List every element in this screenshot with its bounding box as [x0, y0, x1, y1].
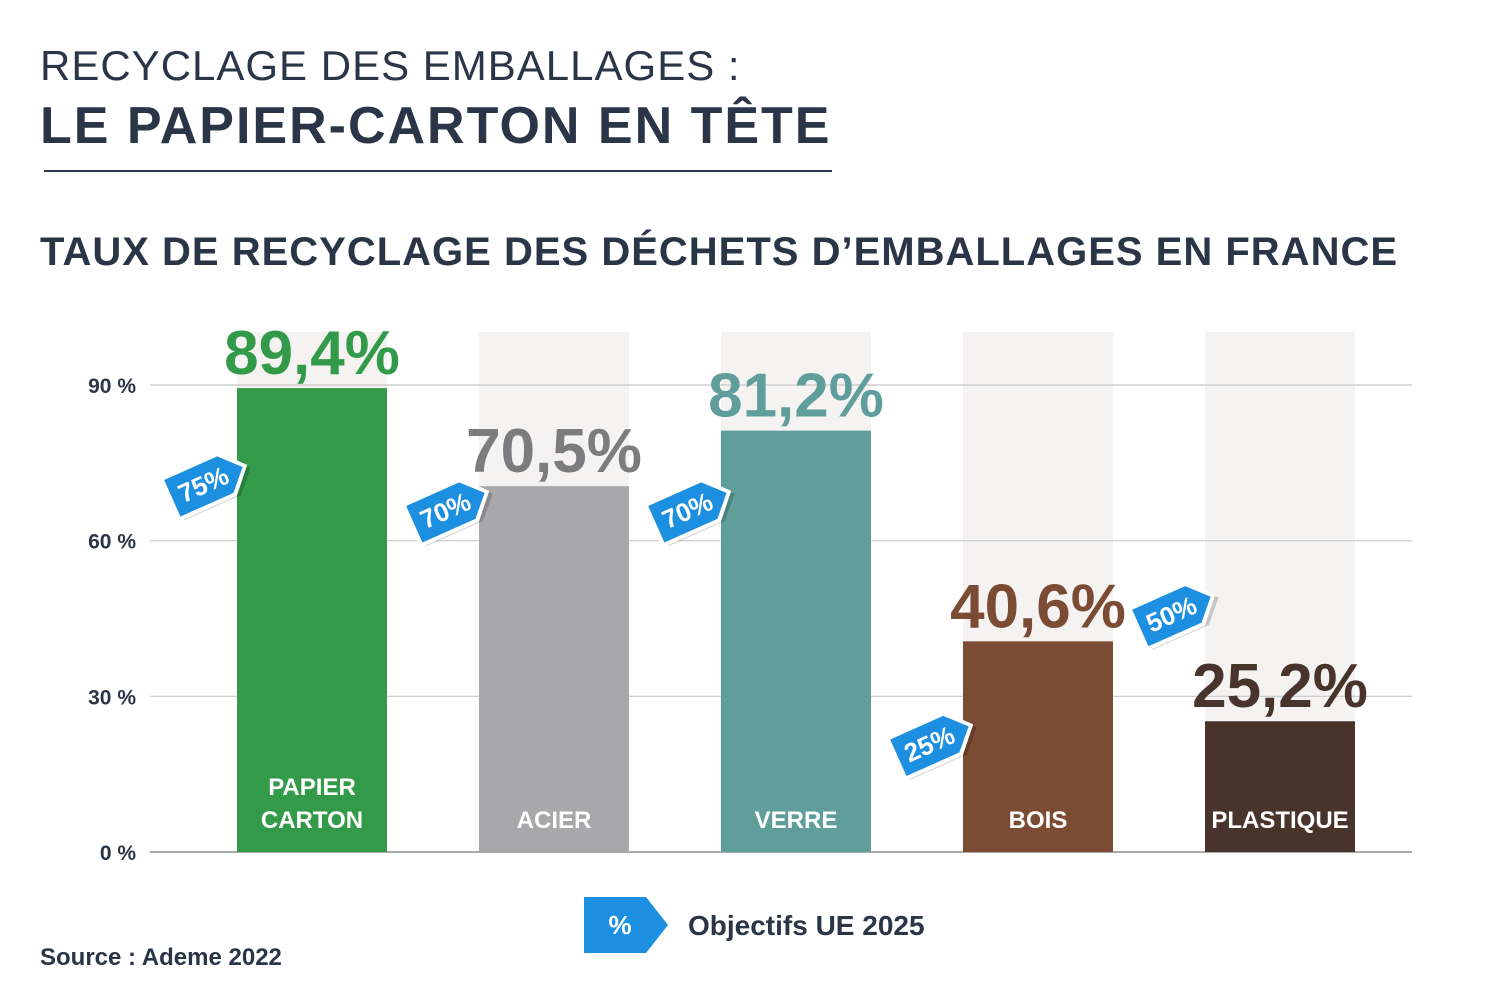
target-badge-fill: [1132, 586, 1211, 647]
target-badge: 50%: [1126, 581, 1219, 652]
bar: [479, 486, 629, 852]
bar-value-label: 25,2%: [1192, 652, 1368, 721]
category-label: PAPIER: [268, 774, 356, 801]
target-badge: 70%: [400, 477, 493, 548]
target-badge-fill: [648, 482, 727, 543]
y-tick-label: 0 %: [100, 842, 137, 865]
bar: [721, 430, 871, 852]
target-badge-fill: [406, 482, 485, 543]
target-badge: 75%: [158, 451, 251, 522]
bar-value-label: 70,5%: [466, 417, 642, 486]
category-label: BOIS: [1009, 807, 1068, 834]
target-badge: 70%: [642, 477, 735, 548]
bar-value-label: 81,2%: [708, 362, 884, 431]
bar: [963, 641, 1113, 852]
bar: [237, 388, 387, 852]
legend-label: Objectifs UE 2025: [688, 910, 925, 941]
source-note: Source : Ademe 2022: [40, 944, 282, 971]
bar: [1205, 721, 1355, 852]
title-line-1: RECYCLAGE DES EMBALLAGES :: [40, 42, 741, 89]
title-line-2: LE PAPIER-CARTON EN TÊTE: [40, 97, 832, 155]
y-tick-label: 30 %: [88, 686, 136, 709]
bar-value-label: 40,6%: [950, 572, 1126, 641]
bar-value-label: 89,4%: [224, 319, 400, 388]
target-badge: 25%: [884, 711, 977, 782]
category-label: VERRE: [755, 807, 838, 834]
legend-symbol: %: [608, 910, 631, 940]
y-tick-label: 60 %: [88, 531, 136, 554]
category-label: PLASTIQUE: [1211, 807, 1348, 834]
target-badge-fill: [164, 456, 243, 517]
title-underline: [44, 170, 832, 172]
legend-target-badge: %: [584, 897, 668, 953]
category-label: CARTON: [261, 807, 363, 834]
chart-title: TAUX DE RECYCLAGE DES DÉCHETS D’EMBALLAG…: [40, 230, 1399, 274]
y-tick-label: 90 %: [88, 375, 136, 398]
category-label: ACIER: [517, 807, 592, 834]
target-badge-fill: [890, 715, 969, 777]
